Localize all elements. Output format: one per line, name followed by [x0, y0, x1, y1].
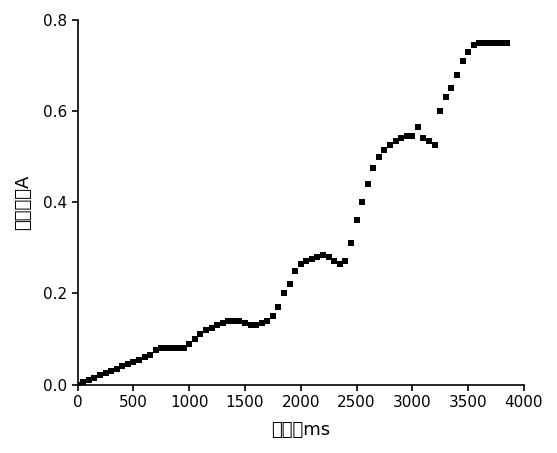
X-axis label: 时间，ms: 时间，ms: [271, 421, 330, 439]
Y-axis label: 吸光度，A: 吸光度，A: [14, 174, 32, 230]
